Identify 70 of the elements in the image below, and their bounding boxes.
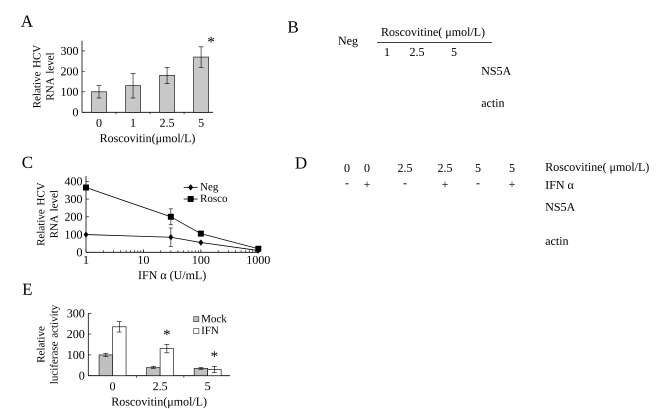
- y-tick-label: 400: [64, 177, 82, 186]
- x-tick-label: 0: [96, 118, 102, 127]
- x-tick-label: 2.5: [160, 118, 174, 127]
- category-label: 2.5: [438, 164, 452, 172]
- point: [198, 240, 204, 246]
- x-tick-label: 1000: [247, 256, 270, 264]
- text: NS5A: [546, 202, 576, 212]
- text: Roscovitine( μmol/L): [546, 162, 649, 174]
- legend-label: IFN: [202, 326, 219, 334]
- x-tick-label: 0: [110, 382, 116, 390]
- y-tick-label: 200: [65, 212, 82, 221]
- category-label: 0: [344, 164, 350, 172]
- text: actin: [482, 98, 504, 108]
- x-tick-label: 1: [84, 256, 88, 264]
- annotation: *: [208, 36, 214, 42]
- y-tick-label: 300: [61, 46, 78, 55]
- y-axis-title: Relative HCV RNA level: [36, 182, 58, 246]
- y-tick-label: 300: [65, 195, 82, 204]
- category-label: 5: [476, 164, 481, 172]
- point: [83, 184, 89, 191]
- text: -: [403, 183, 407, 184]
- x-tick-label: 2.5: [153, 382, 168, 390]
- y-tick-label: 100: [62, 88, 78, 96]
- x-tick-label: 5: [198, 118, 204, 127]
- text: actin: [546, 236, 568, 246]
- y-tick-label: 200: [67, 330, 84, 338]
- category-label: 2.5: [410, 48, 424, 56]
- x-tick-label: 5: [205, 382, 210, 390]
- y-tick-label: 0: [76, 248, 82, 256]
- category-label: 5: [510, 164, 515, 172]
- chart-title: C: [22, 156, 32, 168]
- legend-label: Mock: [201, 314, 227, 322]
- category-label: 0: [364, 164, 370, 172]
- x-axis-title: IFN α (U/mL): [138, 270, 206, 282]
- x-tick-label: 10: [138, 256, 149, 264]
- category-label: 1: [385, 48, 390, 56]
- y-tick-label: 100: [66, 230, 82, 239]
- chart-title: A: [21, 16, 33, 27]
- y-tick-label: 200: [61, 67, 78, 76]
- text: +: [442, 182, 448, 188]
- legend-label: Neg: [200, 183, 218, 193]
- annotation: *: [164, 330, 170, 336]
- text: D: [295, 157, 306, 169]
- category-label: 5: [452, 48, 457, 56]
- y-axis-title: Relative HCV RNA level: [32, 44, 54, 108]
- text: B: [288, 21, 298, 33]
- x-axis-title: Roscovitin(μmol/L): [112, 397, 207, 408]
- legend-label: Rosco: [200, 194, 228, 202]
- y-axis-title: Relative luciferase activity: [36, 304, 60, 384]
- text: -: [345, 183, 349, 184]
- text: +: [509, 182, 515, 188]
- y-tick-label: 0: [79, 372, 84, 380]
- x-tick-label: 1: [131, 118, 136, 127]
- category-label: Neg: [338, 36, 358, 48]
- x-tick-label: 100: [192, 256, 210, 264]
- text: IFN α: [546, 181, 574, 189]
- text: NS5A: [482, 66, 512, 76]
- x-axis-title: Roscovitin(μmol/L): [100, 134, 195, 145]
- y-tick-label: 300: [67, 309, 84, 318]
- annotation: *: [211, 351, 218, 357]
- y-tick-label: 100: [68, 350, 84, 359]
- point: [84, 232, 88, 238]
- category-label: 2.5: [398, 164, 412, 172]
- text: -: [476, 183, 480, 184]
- chart-title: E: [22, 284, 32, 295]
- text: +: [364, 182, 370, 188]
- y-tick-label: 0: [72, 108, 78, 116]
- text: Roscovitine( μmol/L): [381, 28, 485, 38]
- point: [198, 230, 204, 237]
- point: [255, 246, 262, 252]
